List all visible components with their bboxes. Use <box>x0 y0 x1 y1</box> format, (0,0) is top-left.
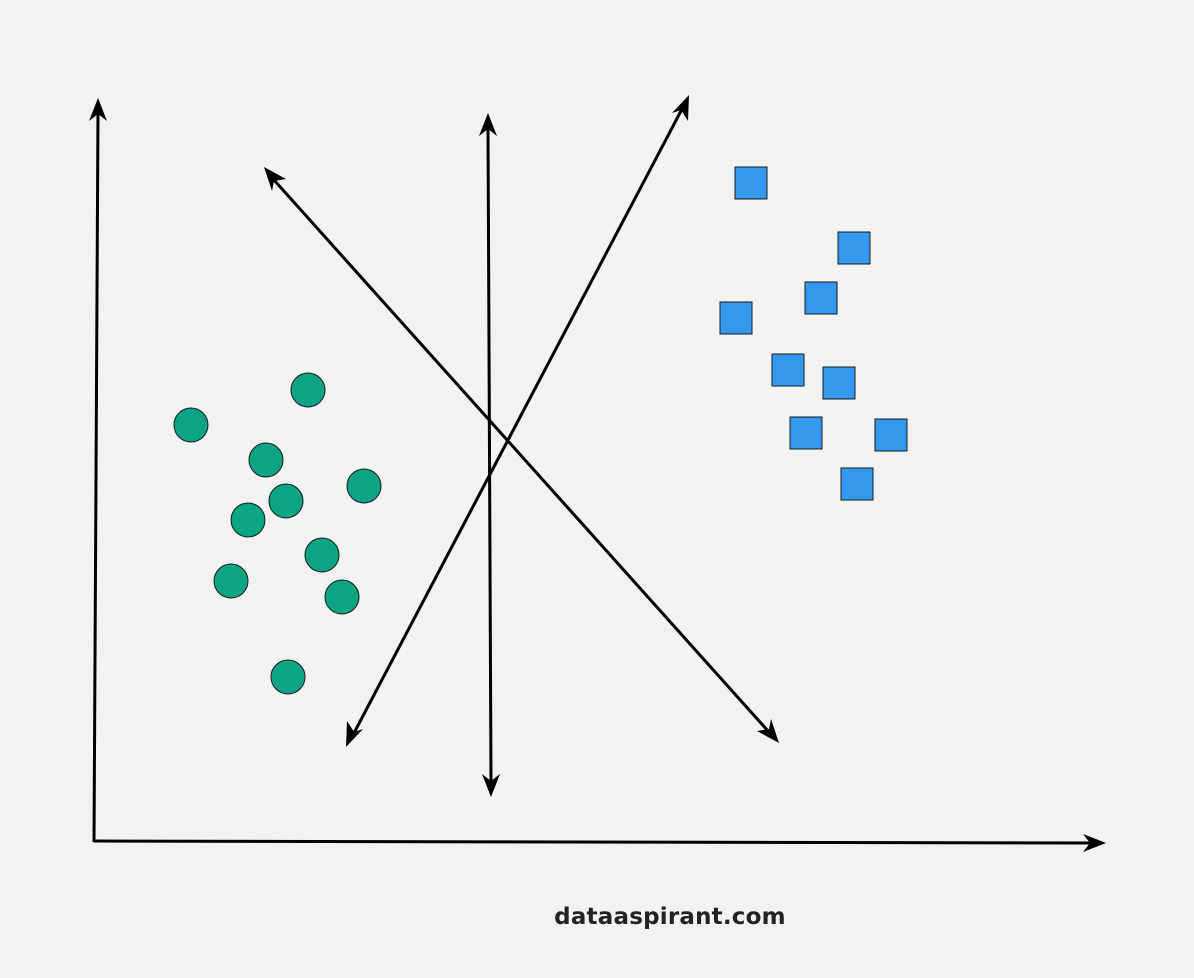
class-b-point <box>838 232 870 264</box>
class-a-point <box>305 538 339 572</box>
axes <box>89 98 1106 852</box>
class-a-point <box>271 660 305 694</box>
class-b-point <box>735 167 767 199</box>
class-a-point <box>347 469 381 503</box>
class-b-point <box>875 419 907 451</box>
class-b-point <box>805 282 837 314</box>
class-b-point <box>720 302 752 334</box>
hyperplane-falling-arrow-top <box>264 167 286 191</box>
class-a-point <box>291 373 325 407</box>
class-a-point <box>174 408 208 442</box>
class-a-point <box>231 503 265 537</box>
x-axis <box>94 841 1090 843</box>
class-a-point <box>214 564 248 598</box>
class-b-point <box>823 367 855 399</box>
y-axis <box>94 112 98 842</box>
class-a-point <box>269 484 303 518</box>
hyperplane-rising-arrow-top <box>672 95 689 121</box>
class-b-point <box>772 354 804 386</box>
hyperplane-rising <box>354 109 682 733</box>
watermark-text: dataaspirant.com <box>0 904 1194 930</box>
class-b-points <box>720 167 907 500</box>
hyperplane-rising-arrow-bottom <box>346 721 363 747</box>
class-a-points <box>174 373 381 694</box>
hyperplane-falling <box>274 180 768 731</box>
class-b-point <box>841 468 873 500</box>
class-a-point <box>325 580 359 614</box>
hyperplane-vertical <box>488 128 491 782</box>
candidate-hyperplanes <box>264 95 779 797</box>
class-b-point <box>790 417 822 449</box>
class-a-point <box>249 443 283 477</box>
